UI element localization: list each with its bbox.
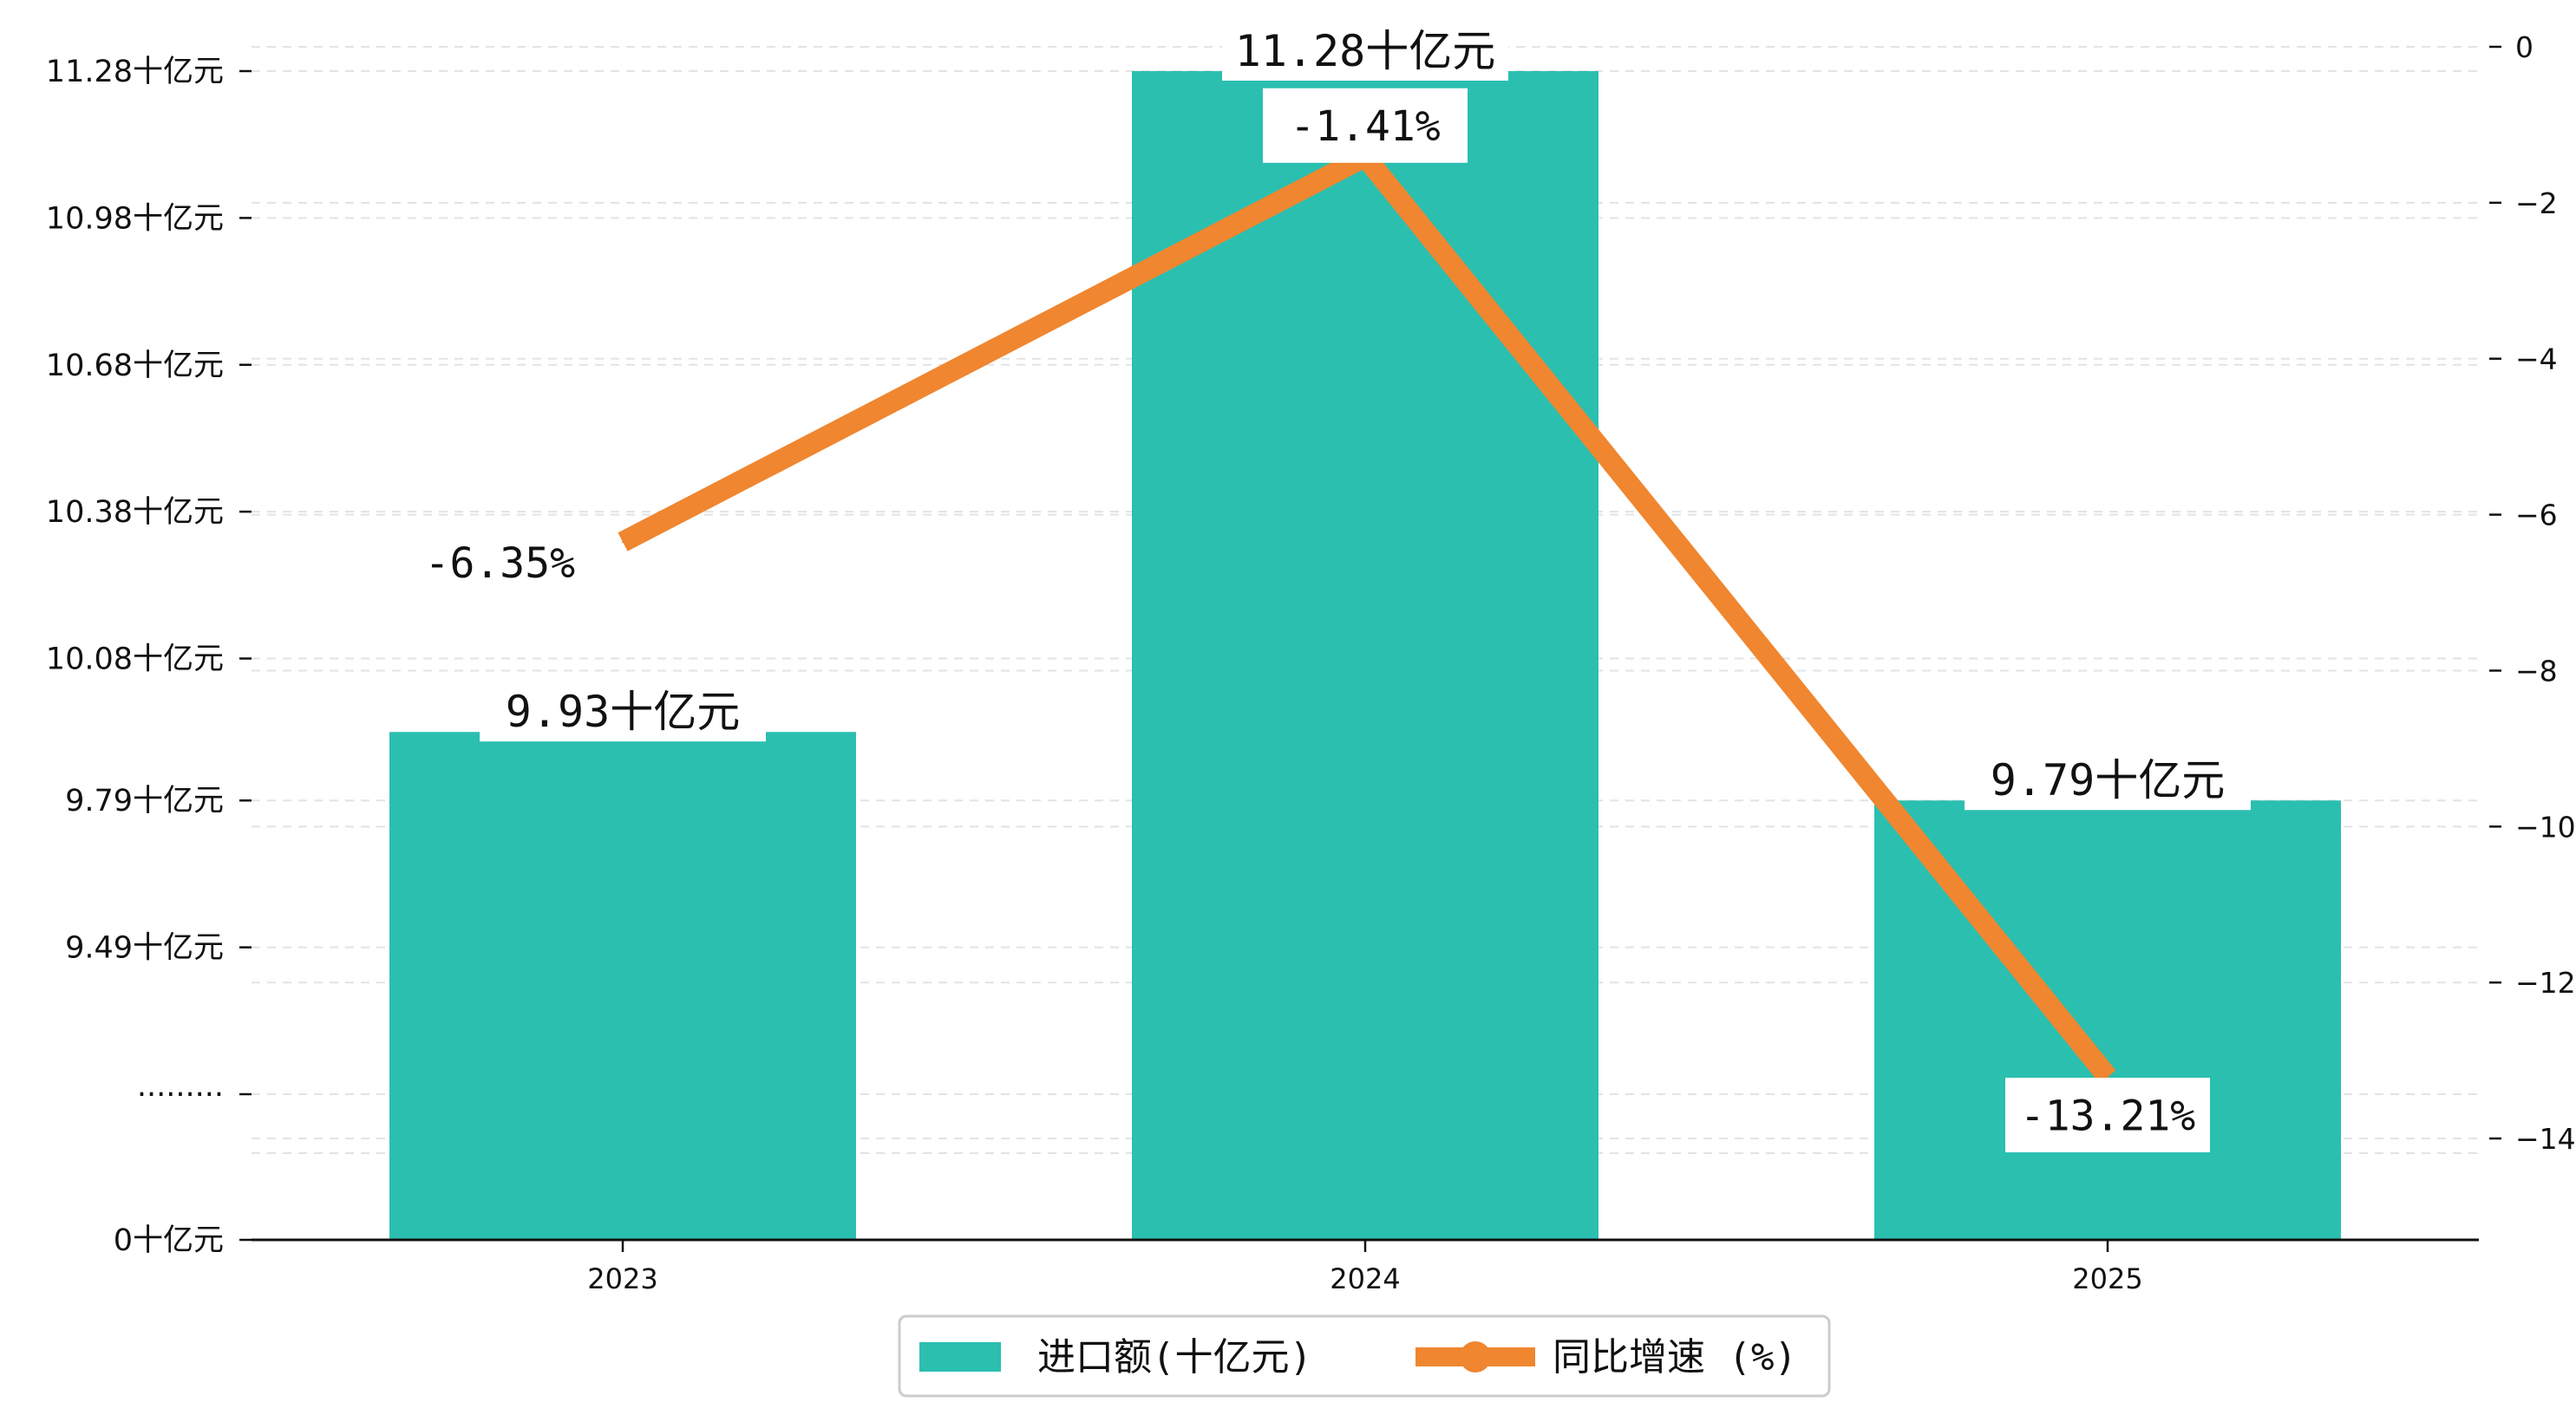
bar-label-2023: 9.93十亿元 (506, 687, 740, 737)
x-tick-label: 2024 (1330, 1262, 1400, 1295)
bar-label-2023-box (480, 681, 766, 742)
right-tick-label: −8 (2515, 654, 2558, 688)
right-tick-label: −4 (2515, 342, 2558, 376)
growth-label-2024: -1.41% (1290, 102, 1440, 151)
right-tick-label: −14 (2515, 1122, 2576, 1156)
legend-frame (898, 1314, 1831, 1398)
axes: 9.49十亿元 9.79十亿元 10.08十亿元 10.38十亿元 10.68十亿元 10… (46, 30, 2576, 1295)
growth-label-2025-box (2005, 1078, 2210, 1153)
left-tick-label: 10.98十亿元 (46, 201, 224, 236)
legend-label-bar: 进口额(十亿元) (1037, 1335, 1312, 1379)
line-point-2023 (622, 541, 624, 544)
left-tick-label: 10.68十亿元 (46, 349, 224, 383)
legend-label-line: 同比增速 (%) (1553, 1335, 1797, 1379)
right-tick-label: −12 (2515, 966, 2576, 1000)
left-tick-label: ········· (137, 1078, 224, 1112)
bar-label-2024: 11.28十亿元 (1235, 26, 1496, 76)
left-tick-label: 10.38十亿元 (46, 495, 224, 530)
bar-label-2025: 9.79十亿元 (1991, 755, 2225, 805)
left-tick-label: 0十亿元 (114, 1223, 224, 1258)
right-tick-label: 0 (2515, 30, 2534, 64)
legend: 进口额(十亿元) 同比增速 (%) (898, 1314, 1831, 1398)
right-tick-label: −6 (2515, 499, 2558, 532)
bar-label-2024-box (1222, 20, 1508, 81)
left-tick-label: 9.49十亿元 (65, 931, 224, 966)
right-tick-label: −10 (2515, 810, 2576, 844)
data-labels: 9.93十亿元 11.28十亿元 9.79十亿元 -6.35% -1.41% -13.21… (425, 20, 2251, 1153)
growth-label-2023: -6.35% (425, 539, 575, 588)
right-tick-label: −2 (2515, 186, 2558, 220)
bar-2023 (389, 732, 856, 1240)
growth-label-2025: -13.21% (2020, 1092, 2195, 1140)
left-tick-label: 9.79十亿元 (65, 784, 224, 818)
line-point-2025 (2107, 1076, 2109, 1079)
bar-label-2025-box (1965, 749, 2251, 811)
x-tick-label: 2025 (2072, 1262, 2142, 1295)
left-tick-label: 10.08十亿元 (46, 642, 224, 677)
left-tick-label: 11.28十亿元 (46, 55, 224, 89)
legend-swatch-bar (919, 1342, 1001, 1372)
legend-marker-line (1460, 1341, 1491, 1373)
x-tick-label: 2023 (587, 1262, 657, 1295)
bar-series (389, 71, 2341, 1240)
growth-label-2024-box (1263, 88, 1468, 163)
bar-2024 (1132, 71, 1599, 1240)
